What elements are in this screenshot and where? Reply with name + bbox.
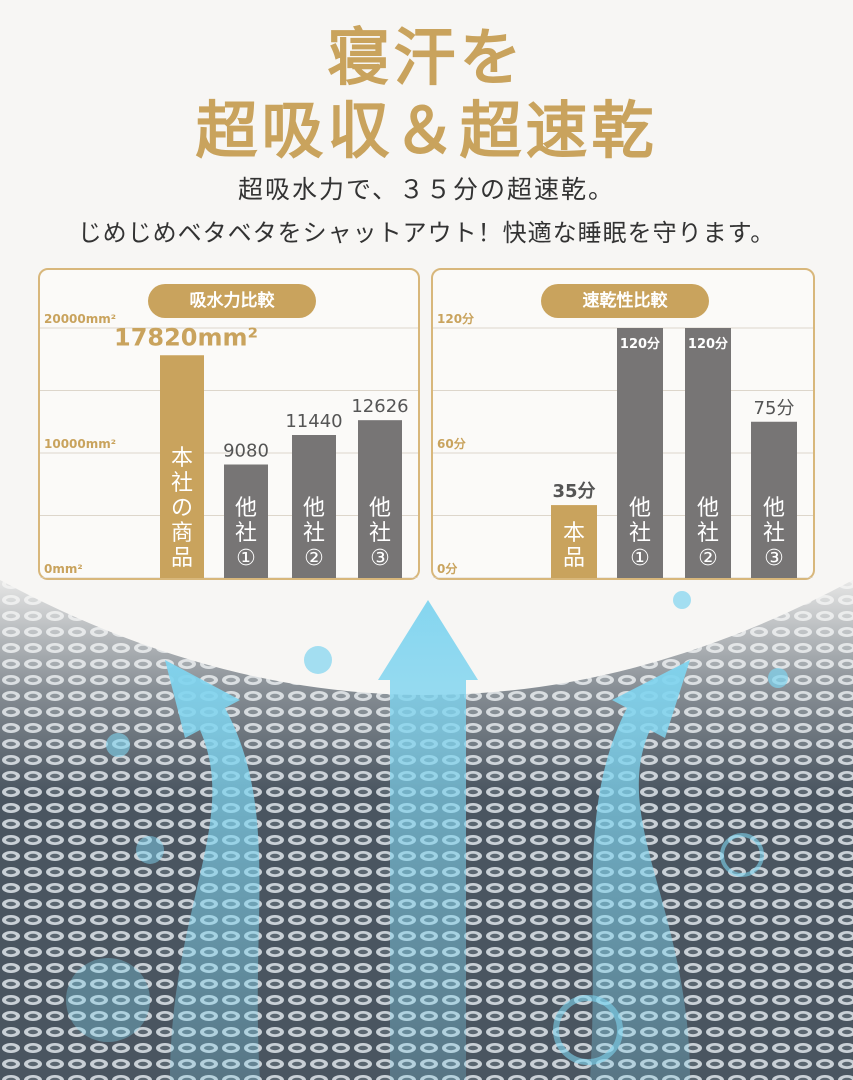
bar: [224, 464, 268, 578]
value-label: 12626: [351, 396, 408, 417]
bar: [358, 420, 402, 578]
headline-line-2: 超吸収＆超速乾: [195, 94, 658, 167]
y-tick-label: 0mm²: [44, 562, 83, 576]
mesh-fabric-background: [0, 560, 853, 1080]
chart-title-absorption: 吸水力比較: [148, 284, 316, 318]
subtitle-line-1: 超吸水力で、３５分の超速乾。: [237, 175, 615, 204]
value-label: 11440: [285, 411, 342, 432]
category-label: 他社 ②: [303, 496, 325, 571]
absorption-chart: 0mm² 10000mm² 20000mm² 本社の商品 17820mm² 他社 ① 9080…: [40, 312, 418, 578]
y-tick-label: 10000mm²: [44, 437, 116, 451]
headline-line-1: 寝汗を: [327, 21, 526, 94]
category-label: 本社の商品: [171, 446, 193, 571]
bar: [551, 505, 597, 578]
category-label: 他社 ①: [629, 496, 651, 571]
value-label: 17820mm²: [114, 323, 258, 351]
bar: [160, 355, 204, 578]
y-tick-label: 120分: [437, 311, 474, 326]
category-label: 本品: [563, 521, 585, 571]
category-label: 他社 ③: [369, 496, 391, 571]
y-tick-label: 20000mm²: [44, 312, 116, 326]
value-label: 120分: [688, 336, 728, 352]
category-label: 他社 ③: [763, 496, 785, 571]
category-label: 他社 ②: [697, 496, 719, 571]
subtitle-line-2: じめじめベタベタをシャットアウト！快適な睡眠を守ります。: [77, 219, 776, 247]
bar: [685, 328, 731, 578]
absorption-chart-panel: 吸水力比較 0mm² 10000mm² 20000mm² 本社の商品 17820mm² 他…: [38, 268, 420, 580]
value-label: 35分: [552, 481, 595, 502]
y-tick-label: 0分: [437, 561, 457, 576]
chart-title-quick-dry: 速乾性比較: [541, 284, 709, 318]
value-label: 75分: [754, 398, 795, 419]
bar: [617, 328, 663, 578]
value-label: 9080: [223, 441, 269, 462]
bar: [751, 421, 797, 578]
bar: [292, 435, 336, 578]
value-label: 120分: [620, 336, 660, 352]
y-tick-label: 60分: [437, 436, 466, 451]
category-label: 他社 ①: [235, 496, 257, 571]
quick-dry-chart-panel: 速乾性比較 0分 60分 120分本品 35分他社 ① 120分他社 ② 120分他社 ③ 75分: [431, 268, 815, 580]
